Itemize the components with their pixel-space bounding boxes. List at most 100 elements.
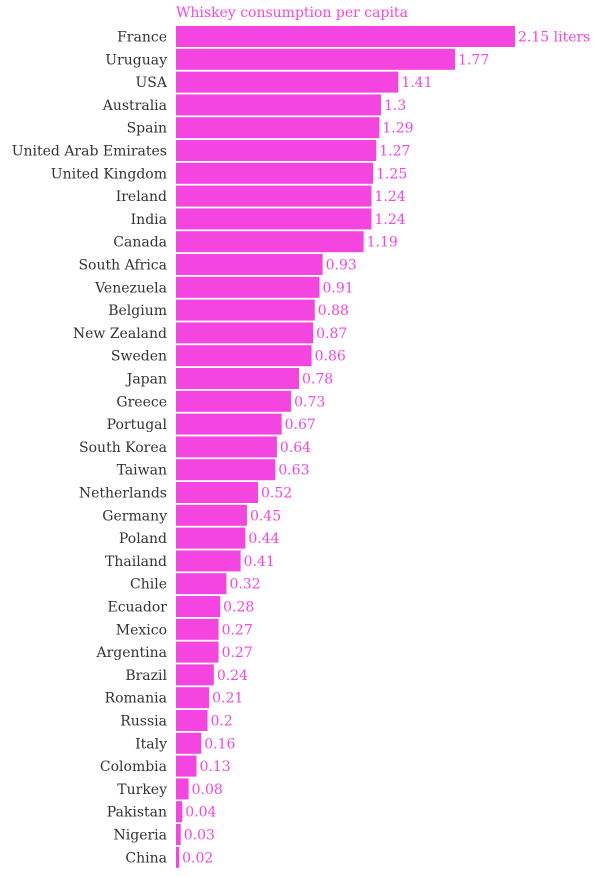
bar [176,710,208,731]
bar [176,618,219,640]
value-label: 2.15 liters [518,30,590,46]
bar [176,459,276,481]
value-label: 1.29 [382,121,413,137]
category-label: Turkey [117,782,167,798]
category-label: China [125,850,167,866]
bar [176,664,214,686]
bar [176,231,364,253]
category-label: Canada [113,235,167,251]
bar [176,504,247,526]
bar [176,254,323,275]
value-label: 0.88 [318,303,349,319]
category-label: Japan [125,372,167,388]
value-label: 0.24 [217,668,248,684]
bar [176,641,219,663]
value-label: 0.2 [211,714,233,730]
value-label: 0.32 [229,577,260,593]
category-label: Brazil [125,668,167,684]
bar [176,413,282,435]
value-label: 0.44 [248,531,279,547]
category-label: Pakistan [107,805,167,821]
bar [176,185,372,207]
bar [176,596,221,617]
category-label: New Zealand [73,326,167,342]
bar [176,299,315,321]
bar [176,550,241,572]
value-label: 0.27 [222,622,253,638]
bar [176,527,246,549]
bar [176,482,258,503]
category-label: USA [136,75,168,91]
value-label: 1.27 [379,144,410,160]
bar [176,390,292,412]
bar [176,71,399,93]
category-label: Taiwan [117,463,167,479]
category-label: Australia [102,98,167,114]
bar [176,778,189,800]
bar [176,26,515,47]
category-label: Belgium [108,303,167,319]
bar [176,824,181,845]
bars-layer: France 2.15 liters Uruguay 1.77 USA 1.41 Austr… [12,26,590,868]
value-label: 0.13 [199,759,230,775]
value-label: 0.87 [316,326,347,342]
bar [176,436,277,458]
value-label: 0.52 [261,486,292,502]
category-label: Nigeria [114,828,168,844]
category-label: Chile [130,577,167,593]
category-label: Germany [102,508,167,524]
category-label: United Arab Emirates [12,144,167,160]
value-label: 0.63 [278,463,309,479]
value-label: 0.03 [184,828,215,844]
value-label: 0.78 [302,372,333,388]
value-label: 0.16 [204,736,235,752]
category-label: Spain [127,121,167,137]
category-label: Argentina [95,645,167,661]
value-label: 1.24 [375,189,406,205]
category-label: South Korea [79,440,167,456]
category-label: Venezuela [94,280,167,296]
category-label: Mexico [116,622,167,638]
value-label: 0.41 [244,554,275,570]
category-label: Romania [105,691,167,707]
value-label: 0.93 [326,258,357,274]
category-label: United Kingdom [51,166,167,182]
bar [176,846,180,868]
category-label: Italy [135,736,167,752]
bar [176,801,183,823]
category-label: Poland [119,531,167,547]
value-label: 1.41 [401,75,432,91]
bar [176,573,227,595]
value-label: 0.91 [322,280,353,296]
category-label: France [117,30,167,46]
value-label: 1.3 [384,98,406,114]
value-label: 0.21 [212,691,243,707]
category-label: Netherlands [79,486,167,502]
bar [176,276,320,298]
value-label: 0.28 [223,600,254,616]
category-label: Colombia [100,759,167,775]
value-label: 1.25 [376,166,407,182]
category-label: Russia [120,714,167,730]
category-label: Sweden [111,349,167,365]
value-label: 1.19 [367,235,398,251]
category-label: Portugal [107,417,168,433]
value-label: 1.24 [375,212,406,228]
category-label: Thailand [105,554,167,570]
bar [176,94,381,116]
value-label: 1.77 [458,52,489,68]
category-label: South Africa [78,258,167,274]
bar [176,687,210,709]
bar [176,755,197,777]
category-label: Greece [116,394,167,410]
value-label: 0.67 [285,417,316,433]
bar [176,322,314,344]
value-label: 0.08 [192,782,223,798]
value-label: 0.86 [315,349,346,365]
value-label: 0.04 [185,805,216,821]
bar [176,117,380,139]
value-label: 0.64 [280,440,311,456]
value-label: 0.45 [250,508,281,524]
category-label: Ecuador [107,600,167,616]
